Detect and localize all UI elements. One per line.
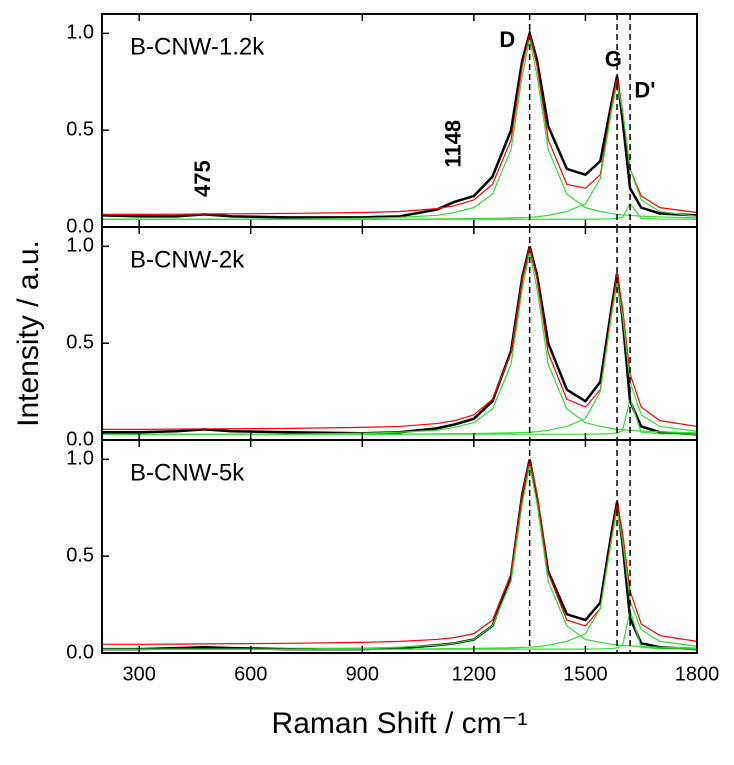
spectrum-line: [102, 509, 697, 650]
panel-label: B-CNW-1.2k: [130, 33, 265, 60]
x-tick-label: 1200: [452, 663, 497, 685]
y-axis-title: Intensity / a.u.: [12, 240, 45, 427]
spectrum-line: [102, 28, 697, 219]
x-tick-label: 1800: [675, 663, 720, 685]
annotation: 475: [190, 160, 215, 197]
x-tick-label: 900: [346, 663, 379, 685]
y-tick-label: 0.0: [66, 215, 94, 237]
y-tick-label: 0.0: [66, 428, 94, 450]
x-tick-label: 1500: [563, 663, 608, 685]
spectrum-line: [102, 459, 697, 651]
annotation: G: [605, 46, 622, 71]
y-tick-label: 1.0: [66, 448, 94, 470]
y-tick-label: 0.5: [66, 331, 94, 353]
annotation: D': [634, 77, 655, 102]
annotation: D: [499, 27, 515, 52]
annotation: 1148: [440, 120, 465, 168]
y-tick-label: 1.0: [66, 235, 94, 257]
spectrum-line: [102, 83, 697, 220]
x-tick-label: 600: [234, 663, 267, 685]
x-tick-label: 300: [123, 663, 156, 685]
x-axis-title: Raman Shift / cm⁻¹: [272, 707, 528, 740]
panel-frame: [101, 439, 698, 654]
panel-label: B-CNW-2k: [130, 246, 245, 273]
spectrum-line: [102, 246, 697, 430]
y-tick-label: 0.5: [66, 118, 94, 140]
panel-label: B-CNW-5k: [130, 459, 245, 486]
spectrum-line: [102, 202, 697, 220]
spectrum-line: [102, 459, 697, 645]
y-tick-label: 0.5: [66, 544, 94, 566]
y-tick-label: 0.0: [66, 641, 94, 663]
y-tick-label: 1.0: [66, 22, 94, 44]
spectrum-line: [102, 283, 697, 435]
